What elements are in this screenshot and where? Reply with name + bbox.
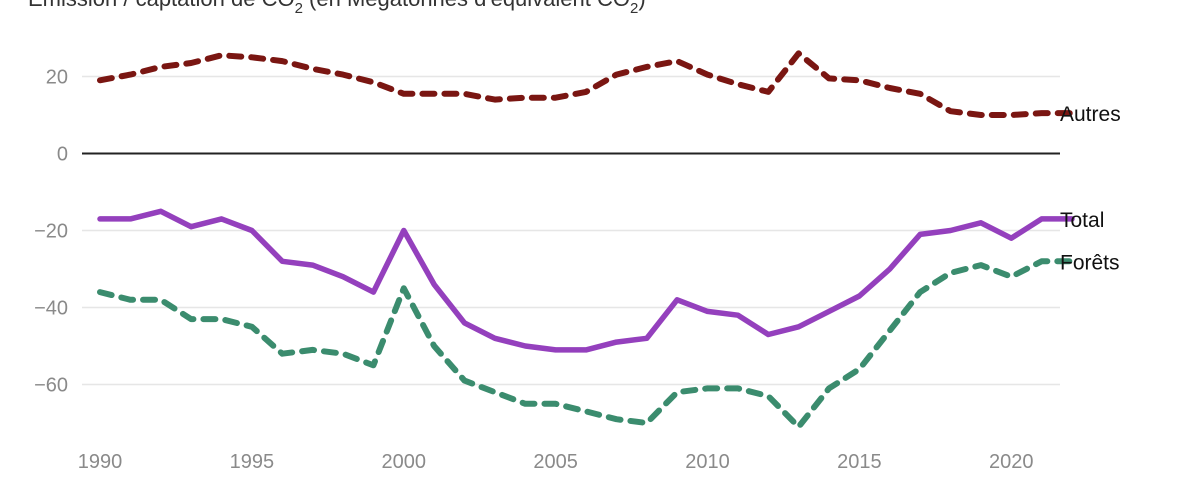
y-tick-label: 20 xyxy=(46,67,68,89)
gridlines xyxy=(82,75,1060,386)
y-tick-label: −40 xyxy=(34,298,68,320)
series-lines xyxy=(97,50,1075,430)
y-tick-label: −60 xyxy=(34,375,68,397)
x-tick-label: 2015 xyxy=(837,451,882,473)
series-line-total xyxy=(97,208,1075,353)
x-tick-label: 2000 xyxy=(382,451,427,473)
x-tick-label: 1995 xyxy=(230,451,275,473)
y-tick-label: 0 xyxy=(57,144,68,166)
y-tick-label: −20 xyxy=(34,221,68,243)
chart-title: Émission / captation de CO2 (en Mégatonn… xyxy=(28,0,646,17)
series-labels: Autres Total Forêts xyxy=(1060,103,1121,274)
series-label: Forêts xyxy=(1060,251,1120,274)
series-label: Total xyxy=(1060,209,1104,232)
x-tick-label: 1990 xyxy=(78,451,123,473)
series-line-autres xyxy=(97,50,1075,118)
x-tick-label: 2020 xyxy=(989,451,1034,473)
x-axis-ticks: 1990 1995 2000 2005 2010 2015 2020 xyxy=(78,451,1034,473)
x-tick-label: 2010 xyxy=(685,451,730,473)
x-tick-label: 2005 xyxy=(533,451,578,473)
y-axis-ticks: 20 0 −20 −40 −60 xyxy=(34,67,68,397)
series-line-forts xyxy=(97,258,1075,430)
series-label: Autres xyxy=(1060,103,1121,126)
